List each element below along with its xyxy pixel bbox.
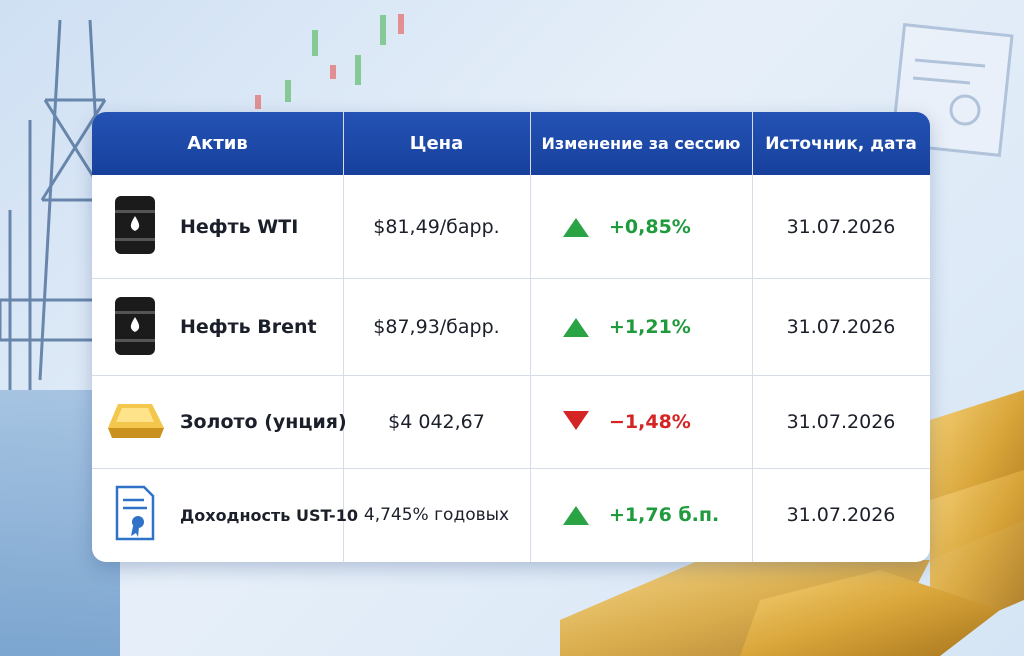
date: 31.07.2026 [786, 315, 896, 338]
price: $4 042,67 [388, 410, 485, 433]
barrel-icon [115, 196, 155, 254]
price: $87,93/барр. [373, 315, 500, 338]
barrel-icon [115, 297, 155, 355]
asset-name: Нефть Brent [180, 315, 317, 338]
change: −1,48% [609, 410, 691, 433]
change: +1,21% [609, 315, 691, 338]
header-cell: Источник, дата [765, 133, 917, 154]
gold-bar-icon [108, 404, 164, 438]
asset-name: Доходность UST-10 [180, 505, 358, 525]
change: +1,76 б.п. [609, 504, 720, 526]
arrow-up [563, 318, 589, 337]
price: 4,745% годовых [363, 505, 510, 525]
row-divider [92, 468, 930, 469]
date: 31.07.2026 [786, 410, 896, 433]
certificate-icon [115, 485, 155, 541]
date: 31.07.2026 [786, 504, 896, 526]
arrow-up [563, 506, 589, 525]
header-cell: Актив [187, 133, 248, 154]
change: +0,85% [609, 215, 691, 238]
column-divider [343, 112, 344, 562]
row-divider [92, 375, 930, 376]
row-divider [92, 278, 930, 279]
table-header [92, 112, 930, 175]
header-cell: Цена [409, 133, 464, 154]
column-divider [752, 112, 753, 562]
price: $81,49/барр. [373, 215, 500, 238]
asset-name: Золото (унция) [180, 410, 347, 433]
arrow-up [563, 218, 589, 237]
candles [255, 14, 404, 109]
table: Актив Цена Изменение за сессию Источник,… [92, 112, 930, 562]
arrow-down [563, 411, 589, 430]
asset-name: Нефть WTI [180, 215, 299, 238]
gold-bars [560, 390, 1024, 656]
column-divider [530, 112, 531, 562]
date: 31.07.2026 [786, 215, 896, 238]
header-cell: Изменение за сессию [541, 134, 741, 153]
